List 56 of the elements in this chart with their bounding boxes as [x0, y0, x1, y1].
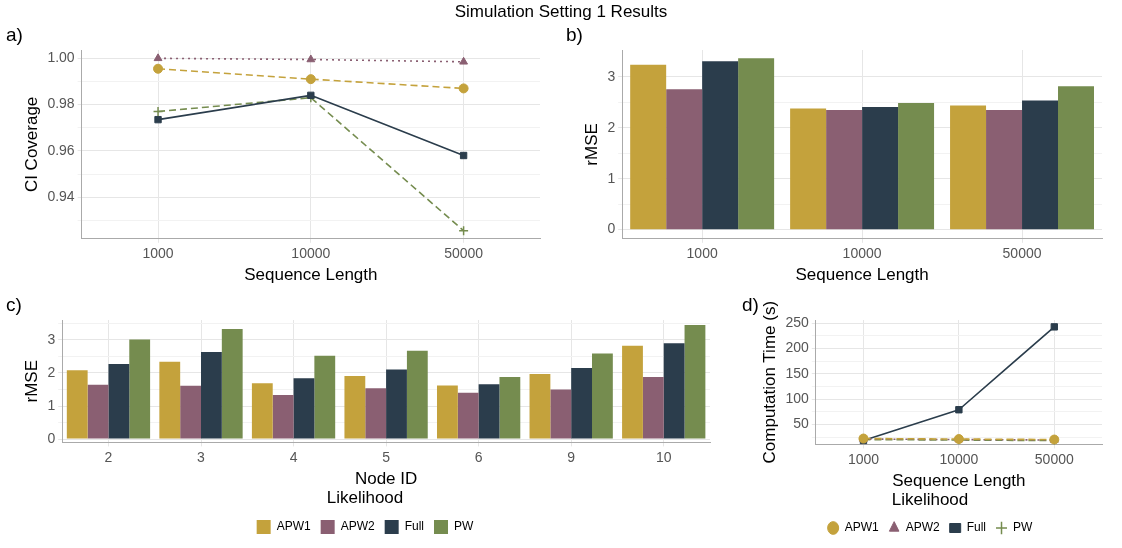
x-tick-label: 10000	[842, 245, 882, 262]
x-tick-label: 1000	[142, 245, 174, 262]
x-tick-label: 50000	[444, 245, 484, 262]
x-tick-label: 9	[567, 448, 576, 465]
y-tick-label: 1.00	[47, 49, 75, 66]
x-tick-label: 6	[474, 448, 483, 465]
y-axis-title: CI Coverage	[21, 96, 41, 193]
text: c)	[6, 293, 22, 315]
legend-label: PW	[454, 519, 475, 534]
legend-label: Full	[404, 519, 425, 534]
legend-title: Likelihood	[891, 489, 969, 509]
y-tick-label: 100	[785, 389, 809, 406]
y-axis-title: Computation Time (s)	[759, 300, 779, 464]
x-tick-label: 5	[382, 448, 391, 465]
y-tick-label: 0.94	[47, 188, 75, 205]
y-tick-label: 0	[47, 429, 56, 446]
y-tick-label: 2	[47, 363, 56, 380]
x-tick-label: 10000	[939, 450, 979, 467]
legend-label: APW1	[276, 519, 311, 534]
y-tick-label: 200	[785, 339, 809, 356]
x-tick-label: 50000	[1034, 450, 1074, 467]
y-tick-label: 50	[793, 415, 809, 432]
y-tick-label: 0.98	[47, 95, 75, 112]
y-tick-label: 3	[47, 330, 56, 347]
legend-label: PW	[1013, 520, 1034, 535]
x-axis-title: Sequence Length	[244, 265, 378, 285]
x-axis-title: Node ID	[354, 469, 418, 489]
text: a)	[6, 23, 23, 45]
x-tick-label: 4	[289, 448, 298, 465]
x-axis-title: Sequence Length	[892, 471, 1026, 491]
x-tick-label: 10000	[291, 245, 331, 262]
text: b)	[566, 23, 583, 45]
legend-label: APW1	[844, 520, 879, 535]
x-tick-label: 1000	[847, 450, 880, 467]
text: d)	[742, 293, 759, 315]
y-tick-label: 0.96	[47, 141, 75, 158]
y-axis-title: rMSE	[21, 359, 41, 403]
x-tick-label: 1000	[686, 245, 718, 262]
y-axis-title: rMSE	[581, 123, 601, 166]
x-tick-label: 2	[104, 448, 113, 465]
x-axis-title: Sequence Length	[795, 265, 929, 285]
y-tick-label: 150	[785, 364, 809, 381]
y-tick-label: 250	[785, 314, 809, 331]
y-tick-label: 0	[607, 220, 616, 237]
x-tick-label: 10	[655, 448, 672, 465]
y-tick-label: 3	[607, 67, 616, 84]
y-tick-label: 1	[47, 396, 56, 413]
legend-label: APW2	[340, 519, 375, 534]
y-tick-label: 1	[607, 169, 616, 186]
legend-label: APW2	[905, 520, 940, 535]
legend-title: Likelihood	[326, 487, 404, 507]
x-tick-label: 50000	[1002, 245, 1042, 262]
y-tick-label: 2	[607, 118, 616, 135]
x-tick-label: 3	[197, 448, 206, 465]
legend-label: Full	[966, 520, 987, 535]
chart-title: Simulation Setting 1 Results	[453, 2, 669, 22]
